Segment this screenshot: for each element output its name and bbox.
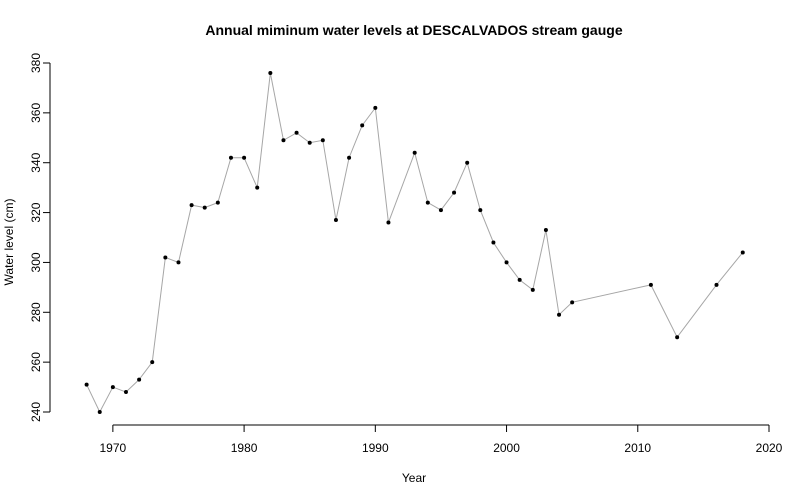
x-tick-label: 2020 [756,441,783,455]
data-point [110,385,115,390]
y-tick-label: 300 [29,252,43,272]
data-point [137,377,142,382]
data-point [333,218,338,223]
data-point [84,382,89,387]
y-tick-label: 260 [29,352,43,372]
data-point [268,70,273,75]
y-axis-label: Water level (cm) [2,199,16,286]
y-tick-label: 240 [29,402,43,422]
data-point [202,205,207,210]
y-tick-label: 380 [29,53,43,73]
data-point [425,200,430,205]
y-tick-label: 280 [29,302,43,322]
y-tick-label: 320 [29,202,43,222]
x-tick-label: 1990 [362,441,389,455]
x-axis-label: Year [402,471,426,485]
data-point [347,155,352,160]
data-point [543,228,548,233]
data-point [530,287,535,292]
data-point [373,105,378,110]
data-point [740,250,745,255]
y-tick-label: 360 [29,103,43,123]
x-tick-label: 1980 [231,441,258,455]
x-axis: 1970 1980 1990 2000 2010 2020 [100,424,783,455]
data-point [465,160,470,165]
x-tick-label: 1970 [100,441,127,455]
data-point [307,140,312,145]
data-point [675,335,680,340]
data-point [478,208,483,213]
data-point [517,277,522,282]
data-point [504,260,509,265]
data-point [176,260,181,265]
data-point [228,155,233,160]
data-point [452,190,457,195]
data-point [255,185,260,190]
y-tick-label: 340 [29,152,43,172]
data-point [412,150,417,155]
series-water-level [84,70,745,414]
y-axis: 240 260 280 300 320 340 360 380 [29,53,51,422]
data-point [438,208,443,213]
data-point [242,155,247,160]
x-tick-label: 2010 [624,441,651,455]
data-point [215,200,220,205]
data-point [97,410,102,414]
data-point [360,123,365,128]
data-point [557,312,562,317]
data-point [294,130,299,135]
series-line [86,72,744,414]
data-point [714,282,719,287]
x-tick-label: 2000 [493,441,520,455]
data-point [189,203,194,208]
data-point [570,300,575,305]
data-point [163,255,168,260]
data-point [150,360,155,365]
data-point [491,240,496,245]
data-point [648,282,653,287]
data-point [386,220,391,225]
chart-title: Annual miminum water levels at DESCALVAD… [205,22,622,38]
data-point [123,390,128,395]
data-point [281,138,286,143]
data-point [320,138,325,143]
